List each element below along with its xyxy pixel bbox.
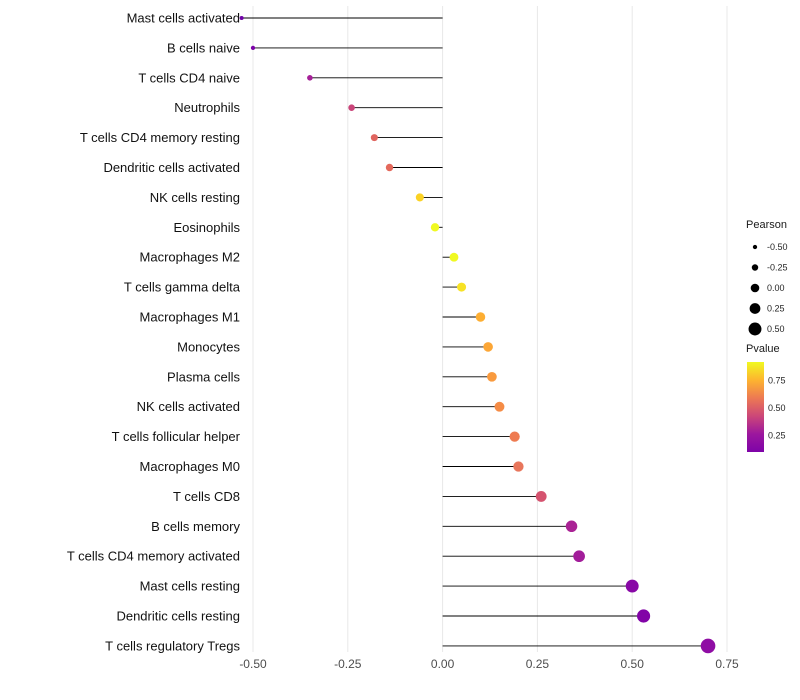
category-label: Dendritic cells activated [103,160,240,175]
size-legend-label: 0.00 [767,283,785,293]
dot [535,490,547,502]
dot [430,223,440,232]
category-label: T cells CD8 [173,489,240,504]
size-legend-dot [751,264,759,271]
dot [239,15,244,21]
dot [494,401,505,412]
dot [636,609,651,623]
category-label: T cells follicular helper [112,429,241,444]
category-label: T cells CD4 naive [138,70,240,85]
size-legend-dot [749,303,761,314]
size-legend-label: 0.25 [767,304,785,314]
category-label: T cells CD4 memory resting [80,130,240,145]
category-label: T cells CD4 memory activated [67,549,240,564]
size-legend-dot [752,244,758,250]
x-tick-label: -0.25 [334,657,362,671]
x-tick-label: 0.00 [431,657,455,671]
category-label: T cells gamma delta [124,280,241,295]
x-tick-label: -0.50 [239,657,267,671]
category-label: Neutrophils [174,100,240,115]
dot [449,252,459,262]
category-label: Macrophages M0 [140,459,240,474]
pvalue-colorbar [747,362,764,452]
dot [487,371,497,382]
size-legend-dot [750,283,760,293]
pvalue-legend-label: 0.25 [768,431,786,441]
category-label: Dendritic cells resting [116,609,240,624]
x-tick-label: 0.50 [621,657,645,671]
dot [385,163,394,172]
category-label: NK cells activated [137,399,240,414]
category-label: Mast cells resting [140,579,240,594]
pvalue-legend-label: 0.50 [768,403,786,413]
category-label: Monocytes [177,339,240,354]
dot [415,193,424,202]
dot [700,638,716,654]
category-label: Plasma cells [167,369,240,384]
dot [513,461,524,472]
size-legend-label: 0.50 [767,324,785,334]
size-legend-label: -0.50 [767,242,788,252]
category-label: B cells naive [167,40,240,55]
category-label: Eosinophils [174,220,241,235]
dot [483,342,493,352]
x-tick-label: 0.25 [526,657,550,671]
category-label: Macrophages M1 [140,310,240,325]
category-label: NK cells resting [150,190,240,205]
color-legend-title: Pvalue [746,343,780,355]
size-legend-label: -0.25 [767,263,788,273]
dot [250,45,256,51]
category-label: T cells regulatory Tregs [105,638,240,653]
category-label: Macrophages M2 [140,250,240,265]
dot [307,75,313,81]
size-legend-dot [748,322,762,336]
dot [625,579,639,593]
dot [565,520,578,533]
pvalue-legend-label: 0.75 [768,376,786,386]
dot [475,312,486,322]
dot [509,431,520,442]
dot [370,134,378,142]
category-label: B cells memory [151,519,240,534]
dot [457,282,467,292]
dot [573,550,585,563]
category-label: Mast cells activated [127,11,240,26]
size-legend-title: Pearson [746,219,787,231]
dot [348,104,355,111]
x-tick-label: 0.75 [715,657,739,671]
